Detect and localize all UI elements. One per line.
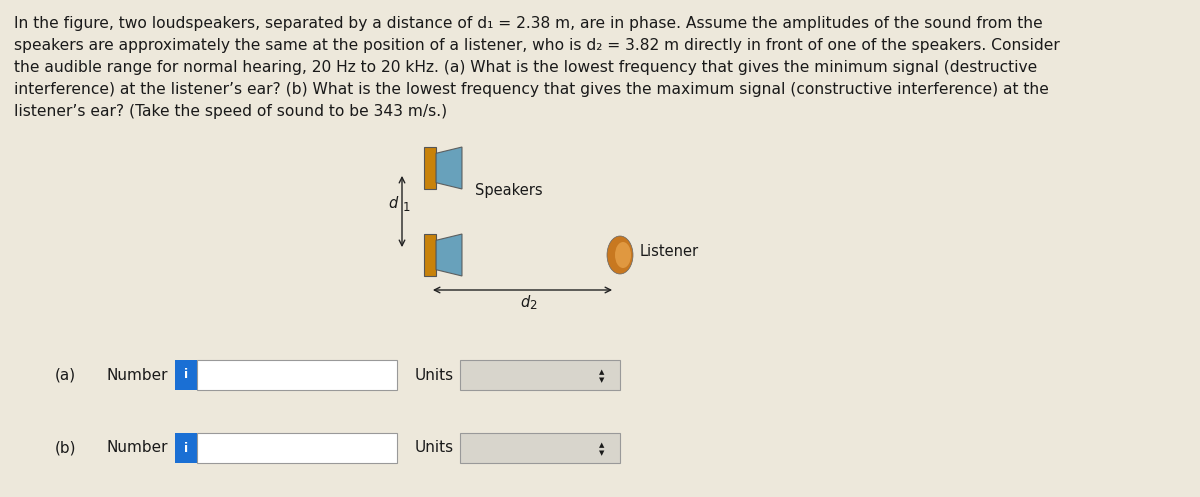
Text: 2: 2 — [529, 299, 536, 312]
Text: Listener: Listener — [640, 244, 700, 258]
Text: ▼: ▼ — [599, 450, 605, 456]
Text: i: i — [184, 441, 188, 454]
Text: listener’s ear? (Take the speed of sound to be 343 m/s.): listener’s ear? (Take the speed of sound… — [14, 104, 448, 119]
Text: d: d — [521, 295, 529, 310]
Bar — [460, 433, 620, 463]
Text: ▲: ▲ — [599, 442, 605, 448]
Text: speakers are approximately the same at the position of a listener, who is d₂ = 3: speakers are approximately the same at t… — [14, 38, 1060, 53]
Text: i: i — [184, 368, 188, 382]
Bar — [424, 147, 436, 189]
Bar — [175, 433, 197, 463]
Text: interference) at the listener’s ear? (b) What is the lowest frequency that gives: interference) at the listener’s ear? (b)… — [14, 82, 1049, 97]
Text: the audible range for normal hearing, 20 Hz to 20 kHz. (a) What is the lowest fr: the audible range for normal hearing, 20… — [14, 60, 1037, 75]
Ellipse shape — [616, 242, 631, 268]
Text: d: d — [389, 196, 398, 211]
Bar — [175, 360, 197, 390]
Bar — [197, 360, 397, 390]
Text: Speakers: Speakers — [475, 183, 542, 198]
Text: Number: Number — [107, 367, 168, 383]
Text: In the figure, two loudspeakers, separated by a distance of d₁ = 2.38 m, are in : In the figure, two loudspeakers, separat… — [14, 16, 1043, 31]
Text: 1: 1 — [402, 201, 410, 214]
Text: ▼: ▼ — [599, 377, 605, 383]
Bar — [197, 433, 397, 463]
Text: ▲: ▲ — [599, 369, 605, 375]
Text: Units: Units — [415, 367, 454, 383]
Text: Units: Units — [415, 440, 454, 455]
Ellipse shape — [607, 236, 634, 274]
Text: (a): (a) — [55, 367, 76, 383]
Bar — [460, 360, 620, 390]
Bar — [424, 234, 436, 276]
Polygon shape — [436, 147, 462, 189]
Text: Number: Number — [107, 440, 168, 455]
Polygon shape — [436, 234, 462, 276]
Text: (b): (b) — [55, 440, 77, 455]
